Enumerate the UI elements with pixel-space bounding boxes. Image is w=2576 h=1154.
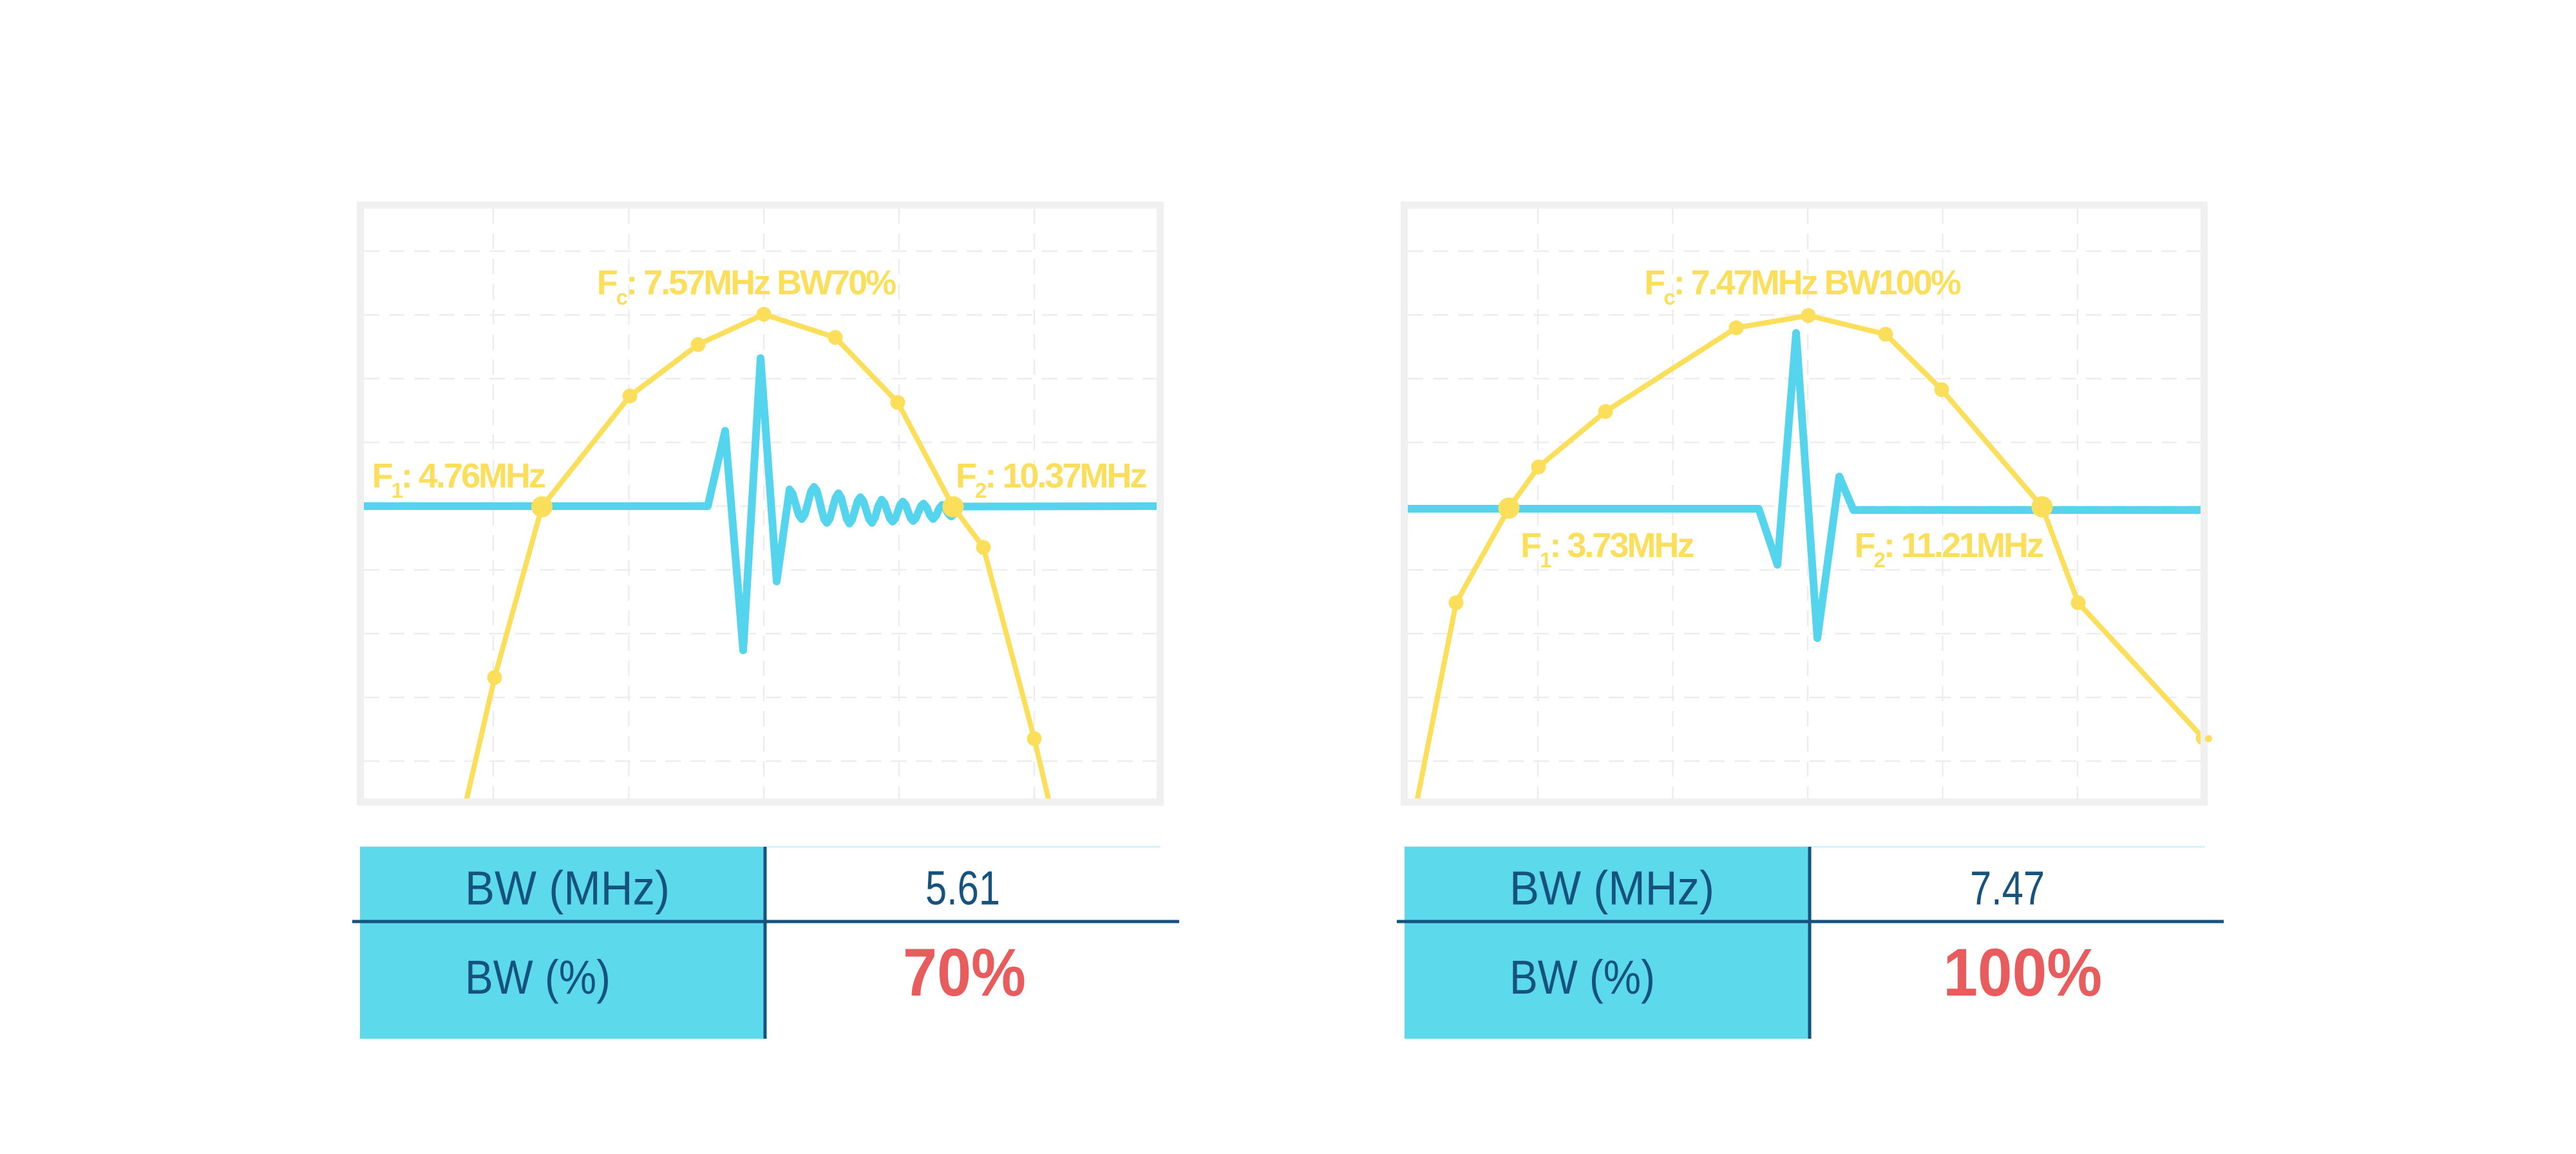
svg-text:5.61: 5.61 xyxy=(925,862,1000,915)
svg-text:F1: 4.76MHz: F1: 4.76MHz xyxy=(372,457,545,502)
svg-text:F1: 3.73MHz: F1: 3.73MHz xyxy=(1520,526,1694,572)
svg-text:F2: 10.37MHz: F2: 10.37MHz xyxy=(956,457,1146,502)
svg-text:Fc: 7.57MHz BW70%: Fc: 7.57MHz BW70% xyxy=(597,263,896,309)
svg-text:BW (%): BW (%) xyxy=(1510,951,1655,1004)
svg-text:BW (%): BW (%) xyxy=(465,951,611,1004)
svg-text:100%: 100% xyxy=(1943,935,2102,1010)
svg-text:F2: 11.21MHz: F2: 11.21MHz xyxy=(1855,526,2043,572)
svg-text:BW (MHz): BW (MHz) xyxy=(465,862,670,915)
svg-text:BW (MHz): BW (MHz) xyxy=(1510,862,1714,915)
svg-text:70%: 70% xyxy=(903,935,1026,1010)
svg-text:Fc: 7.47MHz BW100%: Fc: 7.47MHz BW100% xyxy=(1644,263,1960,309)
svg-text:7.47: 7.47 xyxy=(1970,862,2045,915)
